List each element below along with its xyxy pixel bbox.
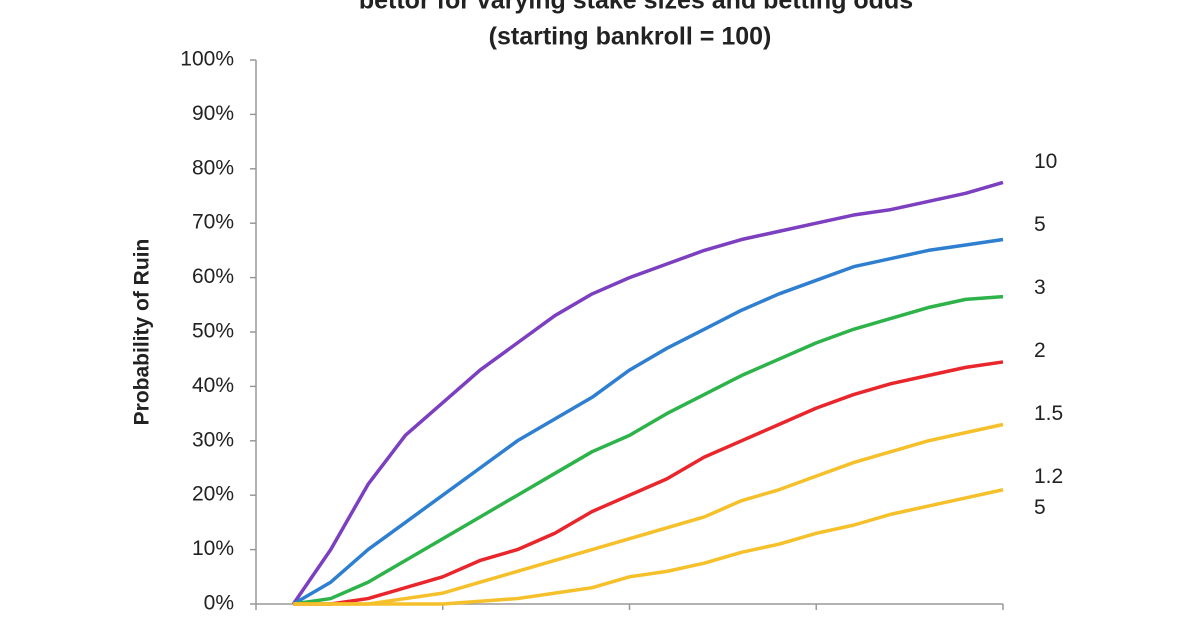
chart-title: bettor for varying stake sizes and betti… xyxy=(359,0,913,15)
y-tick-label: 30% xyxy=(192,428,234,451)
x-tick-label: 10 xyxy=(618,628,641,630)
y-tick-label: 90% xyxy=(192,102,234,125)
chart-subtitle: (starting bankroll = 100) xyxy=(489,23,772,51)
series-label: 5 xyxy=(1034,213,1046,236)
x-tick-label: 0 xyxy=(250,628,262,630)
y-tick-label: 80% xyxy=(192,156,234,179)
series-line xyxy=(291,180,1004,605)
series-label: 10 xyxy=(1034,150,1058,173)
y-axis-title: Probability of Ruin xyxy=(131,239,154,426)
series-label: 1.25 xyxy=(1034,465,1064,519)
y-tick-label: 60% xyxy=(192,265,234,288)
x-tick-label: 15 xyxy=(805,628,828,630)
y-tick-label: 20% xyxy=(192,483,234,506)
series-line xyxy=(293,488,1004,606)
y-tick-label: 50% xyxy=(192,320,234,343)
series-label: 3 xyxy=(1034,276,1046,299)
y-tick-label: 10% xyxy=(192,537,234,560)
y-tick-label: 40% xyxy=(192,374,234,397)
series-line xyxy=(293,422,1004,606)
series-label: 2 xyxy=(1034,339,1046,362)
series-label: 1.5 xyxy=(1034,402,1064,425)
x-tick-label: 20 xyxy=(991,628,1014,630)
x-tick-label: 5 xyxy=(437,628,449,630)
y-tick-label: 100% xyxy=(180,48,234,71)
y-tick-label: 70% xyxy=(192,211,234,234)
series-line xyxy=(293,294,1004,606)
y-tick-label: 0% xyxy=(204,592,234,615)
series-line xyxy=(293,360,1004,606)
series-line xyxy=(292,237,1004,606)
